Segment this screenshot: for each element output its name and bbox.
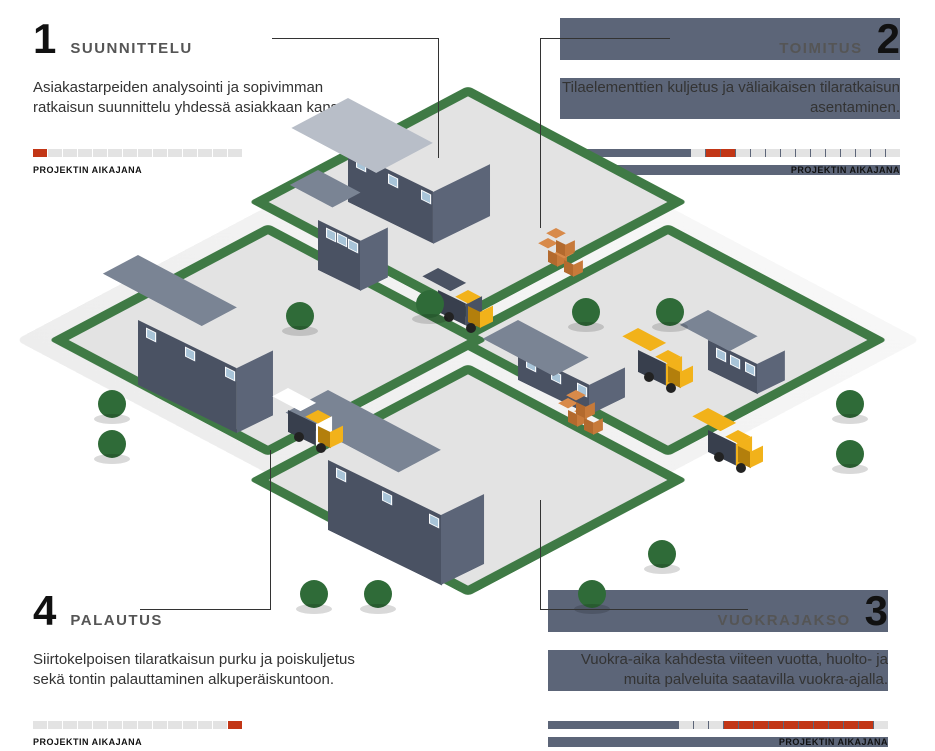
leader-line (272, 38, 438, 39)
step-1-title: SUUNNITTELU (70, 40, 192, 57)
leader-line (540, 38, 541, 228)
step-3-num: 3 (865, 590, 888, 632)
tree-icon (836, 440, 864, 468)
step-4: 4 PALAUTUS Siirtokelpoisen tilaratkaisun… (33, 590, 373, 747)
step-4-progress (33, 721, 373, 729)
leader-line (140, 609, 270, 610)
step-4-header: 4 PALAUTUS (33, 590, 373, 632)
step-1: 1 SUUNNITTELU Asiakastarpeiden analysoin… (33, 18, 373, 175)
leader-line (438, 38, 439, 158)
step-2-progress-label: PROJEKTIN AIKAJANA (560, 165, 900, 175)
step-2-header: TOIMITUS 2 (560, 18, 900, 60)
step-3-header: VUOKRAJAKSO 3 (548, 590, 888, 632)
tree-icon (836, 390, 864, 418)
step-3-title: VUOKRAJAKSO (717, 612, 850, 629)
tree-icon (98, 430, 126, 458)
step-2-desc: Tilaelementtien kuljetus ja väliaikaisen… (560, 78, 900, 119)
tree-icon (656, 298, 684, 326)
step-1-num: 1 (33, 18, 56, 60)
step-4-title: PALAUTUS (70, 612, 163, 629)
leader-line (270, 450, 271, 610)
tree-icon (98, 390, 126, 418)
step-3-progress (548, 721, 888, 729)
step-2-title: TOIMITUS (779, 40, 862, 57)
step-2: TOIMITUS 2 Tilaelementtien kuljetus ja v… (560, 18, 900, 175)
tree-icon (286, 302, 314, 330)
leader-line (540, 500, 541, 610)
step-1-progress (33, 149, 373, 157)
step-2-num: 2 (877, 18, 900, 60)
step-1-progress-label: PROJEKTIN AIKAJANA (33, 165, 373, 175)
step-3-progress-label: PROJEKTIN AIKAJANA (548, 737, 888, 747)
step-4-num: 4 (33, 590, 56, 632)
tree-icon (416, 290, 444, 318)
leader-line (540, 38, 670, 39)
step-4-progress-label: PROJEKTIN AIKAJANA (33, 737, 373, 747)
step-3: VUOKRAJAKSO 3 Vuokra-aika kahdesta viite… (548, 590, 888, 747)
tree-icon (648, 540, 676, 568)
leader-line (540, 609, 748, 610)
step-1-desc: Asiakastarpeiden analysointi ja sopivimm… (33, 78, 373, 119)
tree-icon (572, 298, 600, 326)
step-2-progress (560, 149, 900, 157)
step-1-header: 1 SUUNNITTELU (33, 18, 373, 60)
step-3-desc: Vuokra-aika kahdesta viiteen vuotta, huo… (548, 650, 888, 691)
step-4-desc: Siirtokelpoisen tilaratkaisun purku ja p… (33, 650, 373, 691)
